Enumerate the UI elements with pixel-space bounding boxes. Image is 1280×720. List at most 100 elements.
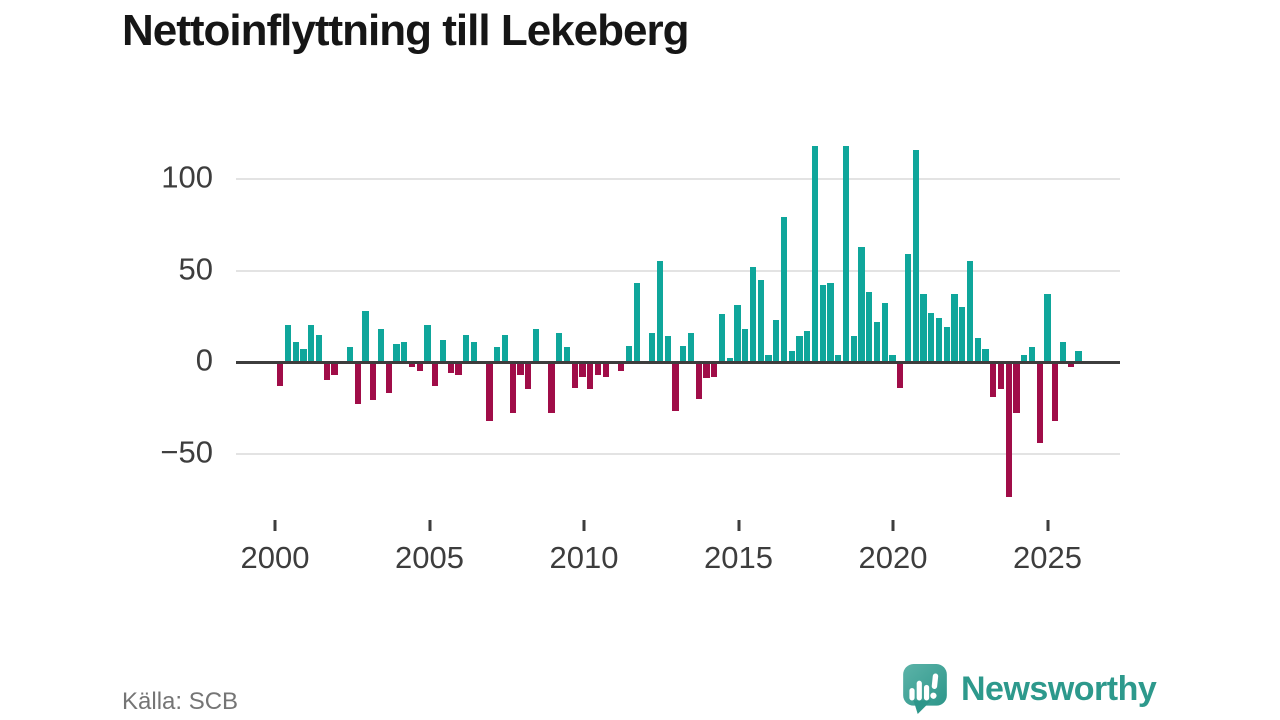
bar-quarter-51 xyxy=(672,362,679,412)
brand-name: Newsworthy xyxy=(961,669,1157,708)
x-axis-tick-2020 xyxy=(891,520,895,531)
bar-quarter-11 xyxy=(362,310,369,362)
bar-quarter-67 xyxy=(796,336,803,362)
bar-quarter-80 xyxy=(897,362,904,388)
bar-quarter-62 xyxy=(757,279,764,362)
bar-quarter-2 xyxy=(292,341,299,362)
bar-quarter-102 xyxy=(1067,362,1074,368)
bar-quarter-6 xyxy=(323,362,330,381)
bar-quarter-77 xyxy=(873,321,881,362)
bar-quarter-60 xyxy=(742,329,749,362)
bar-quarter-79 xyxy=(889,354,896,362)
bar-quarter-58 xyxy=(726,358,733,362)
gridline-y-100 xyxy=(236,178,1120,180)
bar-quarter-90 xyxy=(974,338,981,362)
bar-quarter-92 xyxy=(990,362,997,397)
bar-quarter-87 xyxy=(951,294,958,362)
bar-quarter-31 xyxy=(517,362,524,375)
bar-quarter-96 xyxy=(1021,354,1028,362)
bar-quarter-78 xyxy=(881,303,888,362)
x-axis-tick-label-2025: 2025 xyxy=(1013,540,1082,575)
bar-quarter-33 xyxy=(532,329,540,362)
bar-quarter-5 xyxy=(315,334,323,362)
bar-quarter-16 xyxy=(401,341,408,362)
bar-quarter-35 xyxy=(548,362,555,414)
bar-quarter-66 xyxy=(788,351,795,362)
chart-title: Nettoinflyttning till Lekeberg xyxy=(122,6,689,55)
bar-quarter-1 xyxy=(284,325,292,362)
zero-axis-line xyxy=(236,360,1120,364)
bar-quarter-54 xyxy=(695,362,702,399)
bar-quarter-10 xyxy=(354,362,361,405)
bar-quarter-23 xyxy=(455,362,462,375)
bar-quarter-74 xyxy=(850,336,857,362)
bar-quarter-88 xyxy=(959,307,966,362)
bar-quarter-19 xyxy=(424,325,431,362)
bar-quarter-40 xyxy=(587,362,594,390)
x-axis-tick-label-2020: 2020 xyxy=(858,540,928,575)
bar-quarter-36 xyxy=(556,332,563,362)
bar-quarter-98 xyxy=(1036,362,1043,443)
x-axis-tick-2015 xyxy=(737,520,740,531)
bar-quarter-72 xyxy=(835,354,842,362)
branding: Newsworthy xyxy=(901,663,1157,715)
bar-quarter-18 xyxy=(416,362,423,372)
y-axis-tick-label: 0 xyxy=(195,342,213,378)
bar-quarter-65 xyxy=(780,217,788,362)
bar-quarter-75 xyxy=(858,246,865,362)
x-axis-tick-2000 xyxy=(273,520,277,531)
x-axis-tick-label-2005: 2005 xyxy=(395,540,464,575)
x-axis-tick-2005 xyxy=(428,520,431,531)
bar-quarter-48 xyxy=(649,332,656,362)
bar-quarter-93 xyxy=(997,362,1005,390)
bar-quarter-94 xyxy=(1005,362,1012,498)
bar-quarter-56 xyxy=(711,362,718,377)
bar-quarter-13 xyxy=(377,329,385,362)
bar-quarter-21 xyxy=(439,340,447,362)
bar-quarter-83 xyxy=(920,294,927,362)
bar-quarter-70 xyxy=(819,285,826,362)
bar-quarter-84 xyxy=(928,312,935,362)
bar-quarter-76 xyxy=(866,292,873,362)
bar-quarter-28 xyxy=(494,347,501,362)
x-axis-tick-2025 xyxy=(1046,520,1049,531)
bar-quarter-57 xyxy=(718,314,726,362)
bar-quarter-17 xyxy=(408,362,416,368)
bar-quarter-38 xyxy=(571,362,578,388)
bar-quarter-101 xyxy=(1059,341,1067,362)
bar-quarter-46 xyxy=(633,283,640,362)
bar-quarter-45 xyxy=(625,345,633,362)
y-axis-tick-label: −50 xyxy=(160,434,213,470)
bar-quarter-44 xyxy=(618,362,625,372)
bar-quarter-63 xyxy=(765,354,772,362)
bar-quarter-12 xyxy=(370,362,377,401)
bar-quarter-30 xyxy=(509,362,516,414)
bar-quarter-29 xyxy=(501,334,509,362)
bar-quarter-59 xyxy=(734,305,741,362)
bar-quarter-52 xyxy=(680,345,687,362)
y-axis-tick-label: 50 xyxy=(178,251,213,287)
bar-quarter-89 xyxy=(966,261,974,362)
bar-quarter-81 xyxy=(904,254,912,362)
gridline-y-50 xyxy=(236,269,1120,272)
bar-quarter-71 xyxy=(827,283,834,362)
bar-quarter-15 xyxy=(393,343,400,362)
x-axis-tick-label-2000: 2000 xyxy=(240,540,310,575)
bar-quarter-95 xyxy=(1013,362,1020,414)
bar-quarter-86 xyxy=(943,327,950,362)
bar-quarter-24 xyxy=(463,334,470,362)
bar-quarter-27 xyxy=(486,362,493,421)
bar-quarter-100 xyxy=(1052,362,1059,421)
bar-quarter-50 xyxy=(664,336,671,362)
bar-quarter-3 xyxy=(300,349,307,362)
bar-quarter-37 xyxy=(563,347,571,362)
gridline-y--50 xyxy=(236,452,1120,455)
source-label: Källa: SCB xyxy=(122,688,239,715)
bar-quarter-55 xyxy=(703,362,710,379)
bar-quarter-91 xyxy=(982,349,989,362)
bar-quarter-73 xyxy=(842,146,850,362)
bar-quarter-99 xyxy=(1044,294,1051,362)
bar-quarter-7 xyxy=(331,362,338,375)
